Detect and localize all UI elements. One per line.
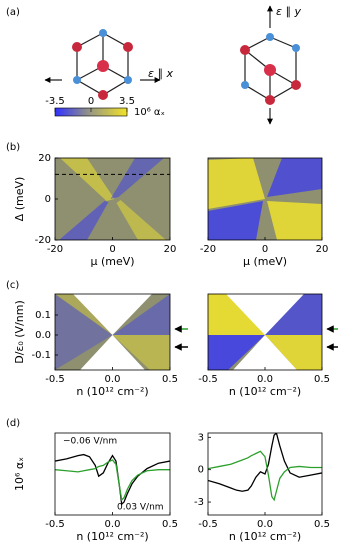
excluded-region: [226, 294, 304, 336]
heatmap: [208, 158, 322, 240]
colorbar-tick-label: -3.5: [45, 96, 65, 107]
heatmap-shade: [265, 335, 322, 370]
x-axis-label: n (10¹² cm⁻²): [76, 530, 148, 543]
lattice-right: [240, 5, 301, 125]
y-tick-label: 3: [198, 432, 204, 443]
y-axis-label: Δ (meV): [13, 177, 26, 222]
x-axis-label: n (10¹² cm⁻²): [229, 385, 301, 398]
y-tick-label: -0.1: [31, 350, 51, 361]
y-tick-label: 0: [198, 465, 204, 476]
y-tick-label: 0.0: [35, 330, 51, 341]
series-line: [208, 433, 322, 492]
excluded-region: [73, 294, 152, 336]
x-tick-label: -20: [47, 244, 63, 255]
series-line: [55, 459, 170, 502]
x-tick-label: 0.0: [105, 519, 121, 530]
panel-label: (c): [6, 280, 19, 291]
heatmap-shade: [60, 158, 115, 201]
excluded-region: [80, 335, 145, 370]
heatmap-shade: [208, 158, 265, 209]
x-tick-label: 0.5: [162, 519, 178, 530]
x-tick-label: 0.5: [314, 519, 330, 530]
heatmap-shade: [112, 294, 170, 336]
polarization-label: ε ∥ y: [276, 5, 301, 18]
y-tick-label: 0.1: [35, 310, 51, 321]
heatmap-shade: [116, 200, 166, 240]
excluded-region: [233, 335, 297, 370]
x-axis-label: μ (meV): [90, 255, 134, 268]
x-tick-label: 20: [316, 244, 329, 255]
polarization-label: ε ∥ x: [148, 67, 173, 80]
series-label: 0.03 V/nm: [117, 503, 164, 513]
x-tick-label: -0.5: [198, 519, 218, 530]
lattice-left: [44, 29, 161, 100]
y-axis-label: D/ε₀ (V/nm): [13, 300, 26, 364]
heatmap-shade: [110, 158, 164, 199]
heatmap-shade: [267, 158, 322, 197]
y-tick-label: 20: [38, 153, 51, 164]
heatmap-shade: [112, 335, 170, 370]
heatmap-shade: [55, 294, 113, 336]
x-tick-label: 0.0: [257, 519, 273, 530]
x-tick-label: -0.5: [45, 519, 65, 530]
x-axis-label: n (10¹² cm⁻²): [76, 385, 148, 398]
heatmap-shade: [55, 294, 113, 370]
x-tick-label: 0: [109, 244, 115, 255]
heatmap-shade: [208, 201, 263, 240]
x-tick-label: -0.5: [198, 374, 218, 385]
heatmap-shade: [59, 201, 109, 240]
heatmap: [55, 158, 170, 240]
y-tick-label: -3: [194, 497, 204, 508]
x-axis-label: n (10¹² cm⁻²): [229, 530, 301, 543]
x-tick-label: 0: [262, 244, 268, 255]
heatmap-shade: [267, 201, 322, 240]
heatmap: [208, 294, 322, 370]
x-tick-label: 0.5: [314, 374, 330, 385]
panel-label: (b): [6, 142, 20, 153]
heatmap: [55, 294, 170, 370]
heatmap-shade: [265, 294, 322, 336]
x-tick-label: 20: [164, 244, 177, 255]
colorbar-label: 10⁶ αₓ: [134, 107, 165, 118]
heatmap-shade: [208, 294, 265, 336]
x-tick-label: 0.0: [257, 374, 273, 385]
x-tick-label: 0.5: [162, 374, 178, 385]
series-label: −0.06 V/nm: [63, 437, 117, 447]
x-tick-label: -0.5: [45, 374, 65, 385]
colorbar-tick-label: 0: [88, 96, 94, 107]
series-line: [208, 450, 322, 502]
x-tick-label: -20: [200, 244, 216, 255]
y-axis-label: 10⁶ αₓ: [13, 457, 26, 491]
x-tick-label: 0.0: [105, 374, 121, 385]
x-axis-label: μ (meV): [243, 255, 287, 268]
panel-label: (d): [6, 418, 20, 429]
panel-label: (a): [6, 7, 20, 18]
heatmap-shade: [208, 335, 265, 370]
colorbar-tick-label: 3.5: [119, 96, 135, 107]
y-tick-label: -20: [35, 235, 51, 246]
series-line: [55, 453, 170, 506]
y-tick-label: 0: [45, 194, 51, 205]
